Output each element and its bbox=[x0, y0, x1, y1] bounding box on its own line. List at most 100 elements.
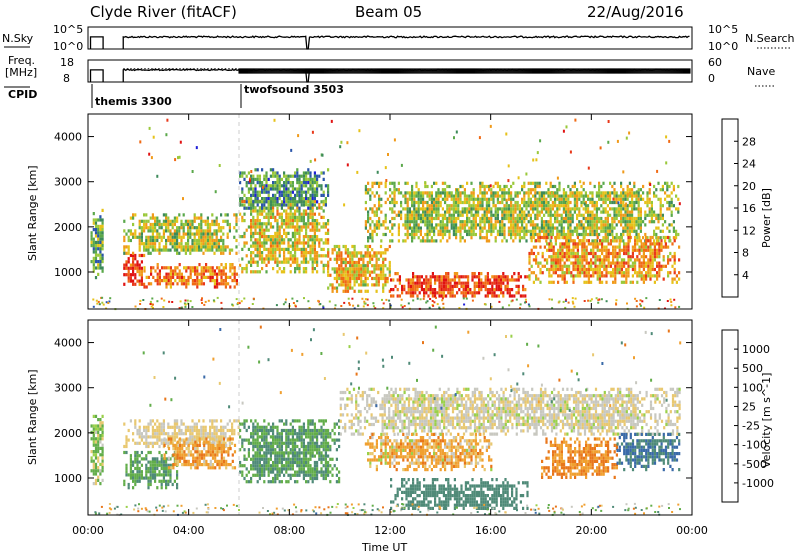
heatmap-cell bbox=[323, 171, 325, 174]
heatmap-cell bbox=[625, 242, 627, 245]
heatmap-cell bbox=[464, 188, 466, 191]
heatmap-cell bbox=[501, 207, 503, 210]
heatmap-cell bbox=[159, 279, 161, 282]
heatmap-cell bbox=[191, 242, 193, 245]
heatmap-cell bbox=[564, 262, 566, 265]
heatmap-cell bbox=[163, 245, 165, 248]
heatmap-cell bbox=[456, 272, 458, 275]
heatmap-cell bbox=[389, 201, 391, 204]
heatmap-cell bbox=[583, 182, 585, 185]
heatmap-cell bbox=[407, 207, 409, 210]
heatmap-cell bbox=[404, 233, 406, 236]
heatmap-cell bbox=[596, 223, 598, 226]
heatmap-cell bbox=[452, 278, 454, 281]
heatmap-cell bbox=[552, 201, 554, 204]
heatmap-cell bbox=[546, 249, 548, 252]
heatmap-cell bbox=[218, 282, 220, 285]
heatmap-cell bbox=[241, 267, 243, 270]
heatmap-cell bbox=[252, 191, 254, 194]
heatmap-cell bbox=[407, 198, 409, 201]
heatmap-cell bbox=[307, 181, 309, 184]
heatmap-cell bbox=[583, 223, 585, 226]
heatmap-cell bbox=[437, 201, 439, 204]
heatmap-cell bbox=[418, 207, 420, 210]
heatmap-cell bbox=[456, 275, 458, 278]
heatmap-cell bbox=[486, 230, 488, 233]
heatmap-cell bbox=[675, 195, 677, 198]
heatmap-cell bbox=[99, 238, 101, 241]
heatmap-cell bbox=[558, 185, 560, 188]
heatmap-cell bbox=[276, 241, 278, 244]
heatmap-cell bbox=[303, 191, 305, 194]
heatmap-cell bbox=[95, 225, 97, 228]
heatmap-cell bbox=[622, 230, 624, 233]
heatmap-cell bbox=[528, 214, 530, 217]
heatmap-cell bbox=[404, 191, 406, 194]
heatmap-cell bbox=[309, 248, 311, 251]
heatmap-cell bbox=[574, 230, 576, 233]
heatmap-cell bbox=[407, 227, 409, 230]
heatmap-cell bbox=[545, 207, 547, 210]
heatmap-cell bbox=[292, 235, 294, 238]
heatmap-cell bbox=[509, 294, 511, 297]
heatmap-cell bbox=[530, 233, 532, 236]
heatmap-cell bbox=[603, 255, 605, 258]
heatmap-cell bbox=[128, 229, 130, 232]
heatmap-cell bbox=[407, 233, 409, 236]
heatmap-cell bbox=[150, 282, 152, 285]
heatmap-cell bbox=[568, 268, 570, 271]
heatmap-cell bbox=[442, 191, 444, 194]
heatmap-cell bbox=[583, 249, 585, 252]
heatmap-cell bbox=[272, 194, 274, 197]
heatmap-cell bbox=[283, 194, 285, 197]
heatmap-cell bbox=[572, 191, 574, 194]
heatmap-cell bbox=[496, 282, 498, 285]
heatmap-cell bbox=[259, 225, 261, 228]
heatmap-cell bbox=[404, 195, 406, 198]
heatmap-cell bbox=[156, 220, 158, 223]
heatmap-cell bbox=[618, 211, 620, 214]
heatmap-cell bbox=[498, 294, 500, 297]
heatmap-cell bbox=[272, 238, 274, 241]
heatmap-cell bbox=[660, 217, 662, 220]
heatmap-cell bbox=[257, 225, 259, 228]
heatmap-cell bbox=[627, 230, 629, 233]
heatmap-cell bbox=[543, 214, 545, 217]
heatmap-cell bbox=[241, 235, 243, 238]
heatmap-cell bbox=[501, 230, 503, 233]
heatmap-cell bbox=[412, 285, 414, 288]
heatmap-cell bbox=[603, 274, 605, 277]
heatmap-cell bbox=[492, 185, 494, 188]
heatmap-cell bbox=[512, 182, 514, 185]
heatmap-cell bbox=[367, 277, 369, 280]
heatmap-cell bbox=[631, 227, 633, 230]
heatmap-cell bbox=[327, 267, 329, 270]
heatmap-cell bbox=[211, 239, 213, 242]
heatmap-cell bbox=[248, 187, 250, 190]
heatmap-cell bbox=[216, 282, 218, 285]
heatmap-cell bbox=[497, 207, 499, 210]
heatmap-cell bbox=[378, 198, 380, 201]
heatmap-cell bbox=[671, 281, 673, 284]
heatmap-cell bbox=[400, 204, 402, 207]
heatmap-cell bbox=[309, 251, 311, 254]
heatmap-cell bbox=[547, 211, 549, 214]
heatmap-cell bbox=[380, 211, 382, 214]
heatmap-cell bbox=[537, 239, 539, 242]
heatmap-cell bbox=[205, 223, 207, 226]
heatmap-cell bbox=[559, 246, 561, 249]
heatmap-cell bbox=[576, 230, 578, 233]
heatmap-cell bbox=[613, 207, 615, 210]
heatmap-cell bbox=[389, 245, 391, 248]
heatmap-cell bbox=[176, 217, 178, 220]
heatmap-cell bbox=[268, 229, 270, 232]
heatmap-cell bbox=[459, 211, 461, 214]
heatmap-cell bbox=[565, 214, 567, 217]
heatmap-cell bbox=[568, 249, 570, 252]
heatmap-cell bbox=[610, 252, 612, 255]
heatmap-cell bbox=[429, 195, 431, 198]
heatmap-cell bbox=[668, 201, 670, 204]
heatmap-cell bbox=[431, 211, 433, 214]
heatmap-cell bbox=[213, 223, 215, 226]
heatmap-cell bbox=[481, 201, 483, 204]
